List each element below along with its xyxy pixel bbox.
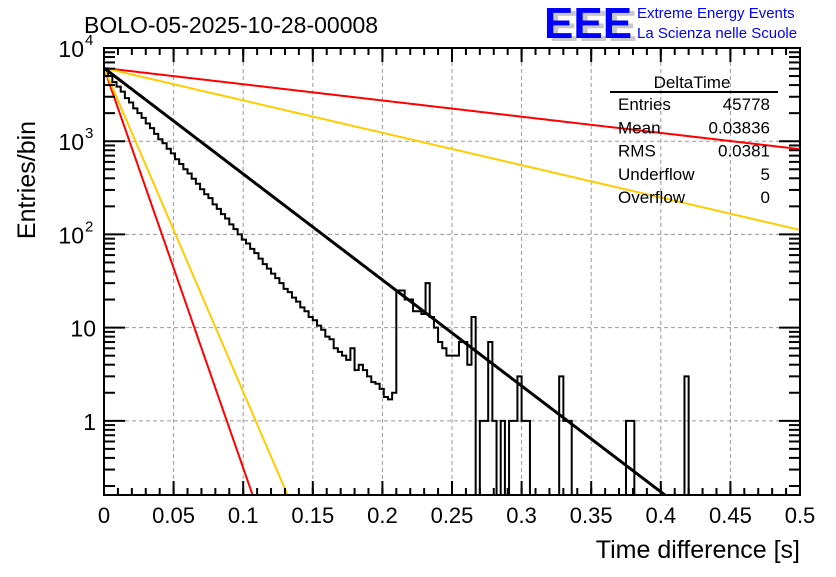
y-axis-label: Entries/bin [13,121,41,239]
x-axis-label: Time difference [s] [596,536,800,564]
logo-line1: Extreme Energy Events [637,5,795,22]
histogram-outline [104,69,690,495]
x-tick-label: 0.05 [152,503,195,528]
reference-curves [104,67,800,495]
fit-main-curve [104,66,668,495]
histogram [104,69,690,495]
fit-curve [104,66,668,495]
x-axis: 0 0.05 0.1 0.15 0.2 0.25 0.3 0.35 0.4 0.45 0.5 [98,48,815,528]
orange-shallow-curve [104,67,800,231]
y-tick-label: 10 3 [58,125,93,155]
y-tick-base: 10 [58,36,84,62]
logo-line2: La Scienza nelle Scuole [637,25,797,42]
y-tick-base: 10 [58,129,84,155]
x-tick-label: 0.2 [367,503,398,528]
logo-letters: EEE [544,0,632,48]
logo-letters-shadow: EEE [549,2,637,51]
red-shallow-curve [104,67,800,151]
x-tick-label: 0.1 [228,503,259,528]
stats-value: 45778 [723,95,770,114]
eee-logo: EEE EEE Extreme Energy Events La Scienza… [544,0,797,51]
stats-label: Entries [618,95,671,114]
y-tick-base: 1 [83,409,96,435]
stats-value: 0 [761,188,770,207]
stats-label: RMS [618,142,656,161]
stats-value: 0.0381 [718,142,770,161]
x-tick-label: 0 [98,503,110,528]
y-tick-exponent: 4 [85,32,93,49]
y-tick-exponent: 2 [85,218,93,235]
x-tick-label: 0.35 [570,503,613,528]
x-tick-label: 0.3 [506,503,537,528]
x-tick-label: 0.45 [709,503,752,528]
x-tick-label: 0.25 [431,503,474,528]
x-tick-label: 0.5 [785,503,816,528]
stats-label: Mean [618,118,661,137]
red-steep-curve [104,67,254,495]
y-tick-label: 1 [83,409,96,435]
chart-title: BOLO-05-2025-10-28-00008 [84,12,378,38]
grid [104,48,800,495]
orange-steep-curve [104,67,289,495]
stats-value: 0.03836 [709,118,770,137]
y-tick-label: 10 4 [58,32,93,62]
y-tick-label: 10 2 [58,218,93,248]
stats-value: 5 [761,165,770,184]
stats-title: DeltaTime [654,73,731,92]
stats-label: Overflow [618,188,686,207]
y-tick-base: 10 [58,222,84,248]
y-tick-base: 10 [70,316,96,342]
x-tick-label: 0.15 [291,503,334,528]
x-tick-label: 0.4 [646,503,677,528]
stats-box: DeltaTime Entries 45778 Mean 0.03836 RMS 0.03… [610,73,778,207]
y-tick-label: 10 [70,316,96,342]
stats-label: Underflow [618,165,695,184]
y-tick-exponent: 3 [85,125,93,142]
